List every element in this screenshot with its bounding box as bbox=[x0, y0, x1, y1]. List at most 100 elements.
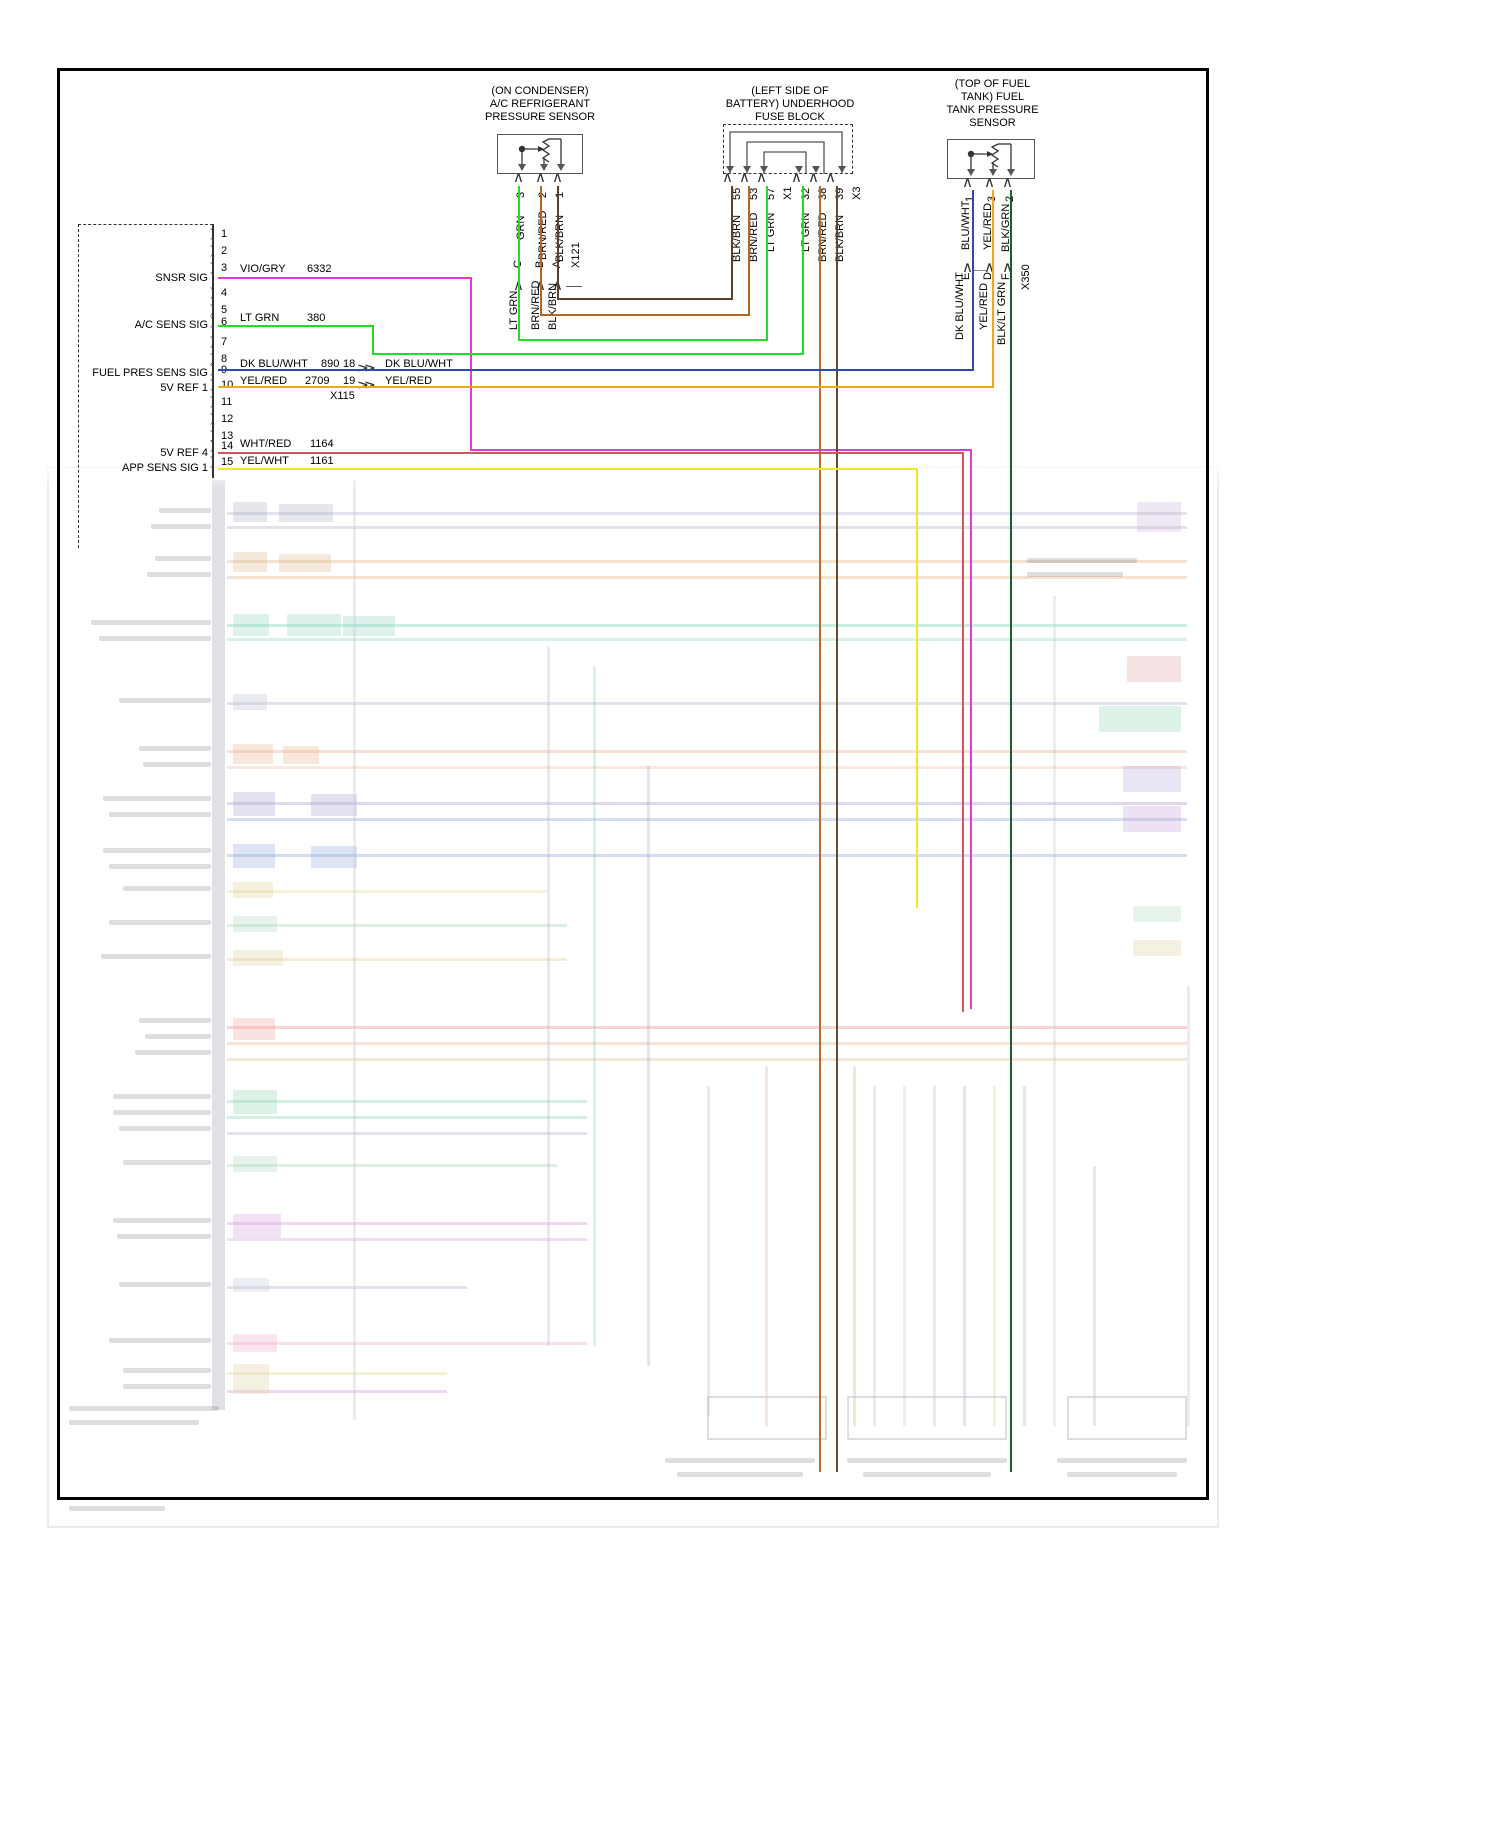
ecm-pin-10-circuit: 2709 bbox=[305, 375, 330, 387]
wire-yel-wht-h bbox=[218, 468, 918, 470]
fuel-pin2-cup: ∧ bbox=[1002, 174, 1013, 191]
wire-blk-brn-fuse55-v bbox=[731, 186, 733, 300]
ecm-pin-1-number: 1 bbox=[221, 228, 228, 240]
ecm-pin-6-wire-color: LT GRN bbox=[240, 312, 280, 324]
fuse-pin55-cup: ∧ bbox=[722, 169, 733, 186]
ecm-pin-13-number: 13 bbox=[221, 430, 234, 442]
ecm-enclosure-left bbox=[78, 224, 79, 548]
wire-blk-brn-h bbox=[557, 298, 733, 300]
ecm-pin-12-number: 12 bbox=[221, 413, 234, 425]
ecm-pin-11-number: 11 bbox=[221, 396, 233, 408]
ecm-pin-14-circuit: 1164 bbox=[310, 438, 334, 450]
wire-blk-grn-v bbox=[1010, 190, 1012, 1472]
fuse-pin32-cup: ∧ bbox=[791, 169, 802, 186]
wire-blk-brn-fuse39-v bbox=[836, 186, 838, 1472]
fuse-pin-x1: X1 bbox=[782, 186, 794, 200]
wire-dk-blu-wht-v bbox=[972, 190, 974, 371]
wire-lt-grn-h1 bbox=[218, 325, 374, 327]
fuse-block-title-line-3: FUSE BLOCK bbox=[755, 111, 825, 123]
wire-brn-red-h bbox=[540, 314, 750, 316]
ecm-pin-6-number: 6 bbox=[221, 316, 228, 328]
fuse-block-enclosure bbox=[723, 124, 853, 174]
wire-vio-gry-v2 bbox=[970, 449, 972, 1009]
wire-lt-grn-v2 bbox=[802, 186, 804, 355]
fuse-pin-x3: X3 bbox=[851, 186, 863, 200]
ecm-pin-9-circuit: 890 bbox=[321, 358, 340, 370]
ac-pin2-color: BRN/RED bbox=[537, 210, 549, 260]
wire-vio-gry-h2 bbox=[470, 449, 972, 451]
ac-pin3-cup: ∧ bbox=[513, 169, 524, 186]
fuel-pin1-color: BLU/WHT bbox=[960, 200, 972, 251]
x350-d-color: YEL/RED bbox=[978, 282, 990, 330]
x115-18-color: DK BLU/WHT bbox=[385, 358, 453, 370]
ecm-pin-15-wire-color: YEL/WHT bbox=[240, 455, 289, 467]
ecm-pin-10-function: 5V REF 1 bbox=[160, 382, 208, 394]
x115-19-color: YEL/RED bbox=[385, 375, 433, 387]
ecm-pin-9-wire-color: DK BLU/WHT bbox=[240, 358, 308, 370]
fuse-block-internal-links bbox=[729, 131, 843, 174]
fuel-sensor-title-line-4: SENSOR bbox=[969, 117, 1016, 129]
x115-term-18: 18 bbox=[343, 358, 356, 370]
ecm-pin-3-function: SNSR SIG bbox=[155, 272, 208, 284]
ecm-pin-7-number: 7 bbox=[221, 336, 228, 348]
ac-sensor-title-line-1: (ON CONDENSER) bbox=[491, 85, 589, 97]
ac-sensor-symbol-box bbox=[497, 134, 583, 174]
ecm-pin-10-wire-color: YEL/RED bbox=[240, 375, 288, 387]
ac-pin2-cup: ∧ bbox=[535, 169, 546, 186]
ecm-pin-3-number: 3 bbox=[221, 262, 228, 274]
ecm-pin-5-number: 5 bbox=[221, 304, 228, 316]
x350-label: X350 bbox=[1020, 264, 1032, 290]
fuse-pin57-cup: ∧ bbox=[756, 169, 767, 186]
wire-grn-ac-h bbox=[518, 339, 768, 341]
wire-yel-red-v bbox=[992, 190, 994, 388]
fuel-sensor-potentiometer-icon bbox=[967, 143, 1012, 175]
wire-dk-blu-wht-h bbox=[218, 369, 974, 371]
x115-cup-19b: ∧ bbox=[361, 379, 379, 391]
x350-term-f-cup: ∧ bbox=[1002, 259, 1013, 276]
x350-f-color: BLK/LT GRN bbox=[996, 281, 1008, 345]
fuse-pin53-cup: ∧ bbox=[739, 169, 750, 186]
ecm-pin-14-number: 14 bbox=[221, 440, 234, 452]
faded-schematic-underlay bbox=[47, 466, 1219, 1528]
ecm-pin-8-number: 8 bbox=[221, 353, 228, 365]
fuel-sensor-symbol-box bbox=[947, 139, 1035, 179]
wire-wht-red-h bbox=[218, 452, 964, 454]
ecm-pin-6-circuit: 380 bbox=[307, 312, 326, 324]
fuse-pin39-cup: ∧ bbox=[825, 169, 836, 186]
ecm-pin-2-number: 2 bbox=[221, 245, 228, 257]
wire-lt-grn-h2 bbox=[372, 353, 804, 355]
wire-blk-brn-ac-v bbox=[557, 186, 559, 300]
fuse-block-title-line-2: BATTERY) UNDERHOOD bbox=[725, 98, 855, 110]
ecm-pin-14-function: 5V REF 4 bbox=[160, 447, 208, 459]
ecm-pin-15-circuit: 1161 bbox=[310, 455, 334, 467]
wire-yel-red-h bbox=[218, 386, 994, 388]
ac-pin3-color: GRN bbox=[515, 215, 527, 240]
fuel-sensor-title-line-2: TANK) FUEL bbox=[960, 91, 1025, 103]
fuel-sensor-title-line-3: TANK PRESSURE bbox=[946, 104, 1039, 116]
ecm-pin-15-function: APP SENS SIG 1 bbox=[121, 462, 208, 474]
x350-term-e-cup: ∧ bbox=[962, 259, 973, 276]
wire-vio-gry-v bbox=[470, 277, 472, 451]
wire-grn-fuse57-v bbox=[766, 186, 768, 341]
ecm-pin-6-function: A/C SENS SIG bbox=[134, 319, 208, 331]
ecm-pin-3-circuit: 6332 bbox=[307, 263, 332, 275]
fuse-pin38-cup: ∧ bbox=[808, 169, 819, 186]
wire-brn-red-fuse38-v bbox=[819, 186, 821, 1472]
wire-wht-red-v bbox=[962, 452, 964, 1012]
diagram-frame bbox=[57, 68, 1209, 1500]
ac-pin2-number: 2 bbox=[537, 191, 549, 198]
wire-grn-ac-v bbox=[518, 186, 520, 341]
x115-label: X115 bbox=[330, 390, 355, 402]
fuel-pin1-cup: ∧ bbox=[962, 174, 973, 191]
ac-pin3-number: 3 bbox=[515, 191, 527, 198]
ecm-pin-9-function: FUEL PRES SENS SIG bbox=[92, 367, 208, 379]
ac-pin1-cup: ∧ bbox=[552, 169, 563, 186]
fade-gradient bbox=[47, 460, 1219, 490]
ecm-pin-4-number: 4 bbox=[221, 287, 228, 299]
ecm-pin-15-number: 15 bbox=[221, 456, 234, 468]
ecm-pin-3-wire-color: VIO/GRY bbox=[240, 263, 286, 275]
ecm-pin-10-number: 10 bbox=[221, 379, 234, 391]
ac-pin1-number: 1 bbox=[554, 191, 566, 198]
x350-e-color: DK BLU/WHT bbox=[954, 272, 966, 340]
